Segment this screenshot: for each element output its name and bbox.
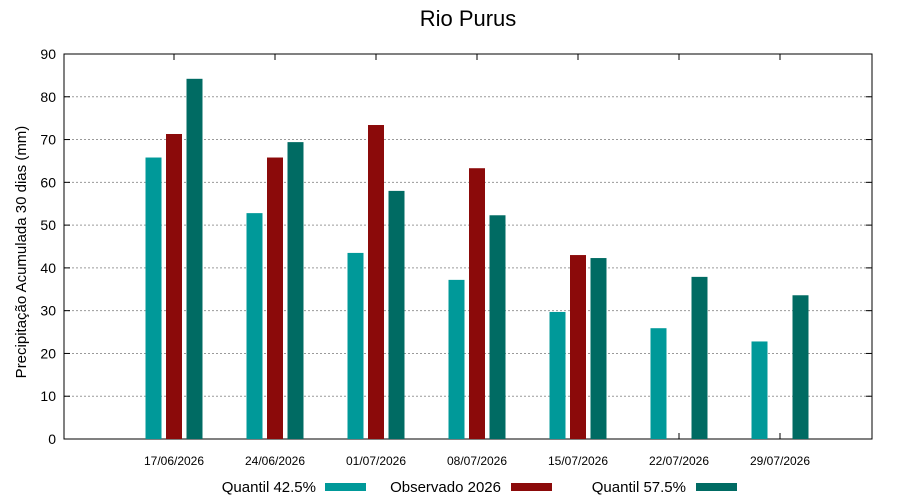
plot-frame (63, 53, 873, 440)
y-tick-label: 20 (40, 345, 56, 361)
legend-swatch (696, 483, 737, 491)
legend-swatch (325, 483, 366, 491)
y-tick-label: 10 (40, 388, 56, 404)
x-tick-label: 22/07/2026 (649, 454, 709, 468)
y-tick-label: 30 (40, 303, 56, 319)
x-tick-label: 24/06/2026 (245, 454, 305, 468)
bar (448, 279, 465, 439)
chart-title: Rio Purus (420, 6, 517, 31)
bar (368, 125, 384, 439)
bar (691, 276, 708, 439)
bar (166, 133, 182, 439)
y-tick-label: 0 (48, 431, 56, 447)
x-tick-label: 15/07/2026 (548, 454, 608, 468)
bars (145, 78, 809, 440)
x-tick-label: 17/06/2026 (144, 454, 204, 468)
y-axis-ticks: 0 10 20 30 40 50 60 70 80 90 (40, 46, 872, 447)
bar (570, 255, 586, 439)
legend-label: Quantil 57.5% (592, 479, 686, 496)
bar (751, 341, 768, 439)
bar (590, 258, 607, 439)
bar (549, 311, 566, 439)
bar (792, 295, 809, 439)
bar (267, 157, 283, 439)
legend: Quantil 42.5% Observado 2026 Quantil 57.5% (222, 479, 737, 496)
legend-swatch (511, 483, 552, 491)
bar (246, 213, 263, 439)
bar (489, 215, 506, 439)
bar (347, 252, 364, 439)
x-tick-label: 29/07/2026 (750, 454, 810, 468)
bar (469, 168, 485, 439)
x-tick-label: 08/07/2026 (447, 454, 507, 468)
y-tick-label: 90 (40, 46, 56, 62)
bar (650, 328, 667, 439)
y-axis-label: Precipitação Acumulada 30 dias (mm) (13, 126, 30, 379)
y-tick-label: 40 (40, 260, 56, 276)
x-axis-ticks: 17/06/2026 24/06/2026 01/07/2026 08/07/2026… (144, 54, 810, 468)
bar (287, 142, 304, 439)
y-tick-label: 60 (40, 174, 56, 190)
legend-label: Quantil 42.5% (222, 479, 316, 496)
gridlines (64, 96, 872, 397)
bar (186, 78, 203, 440)
y-tick-label: 80 (40, 89, 56, 105)
y-tick-label: 50 (40, 217, 56, 233)
x-tick-label: 01/07/2026 (346, 454, 406, 468)
bar (145, 157, 162, 439)
y-tick-label: 70 (40, 132, 56, 148)
bar (388, 190, 405, 439)
legend-label: Observado 2026 (390, 479, 501, 496)
